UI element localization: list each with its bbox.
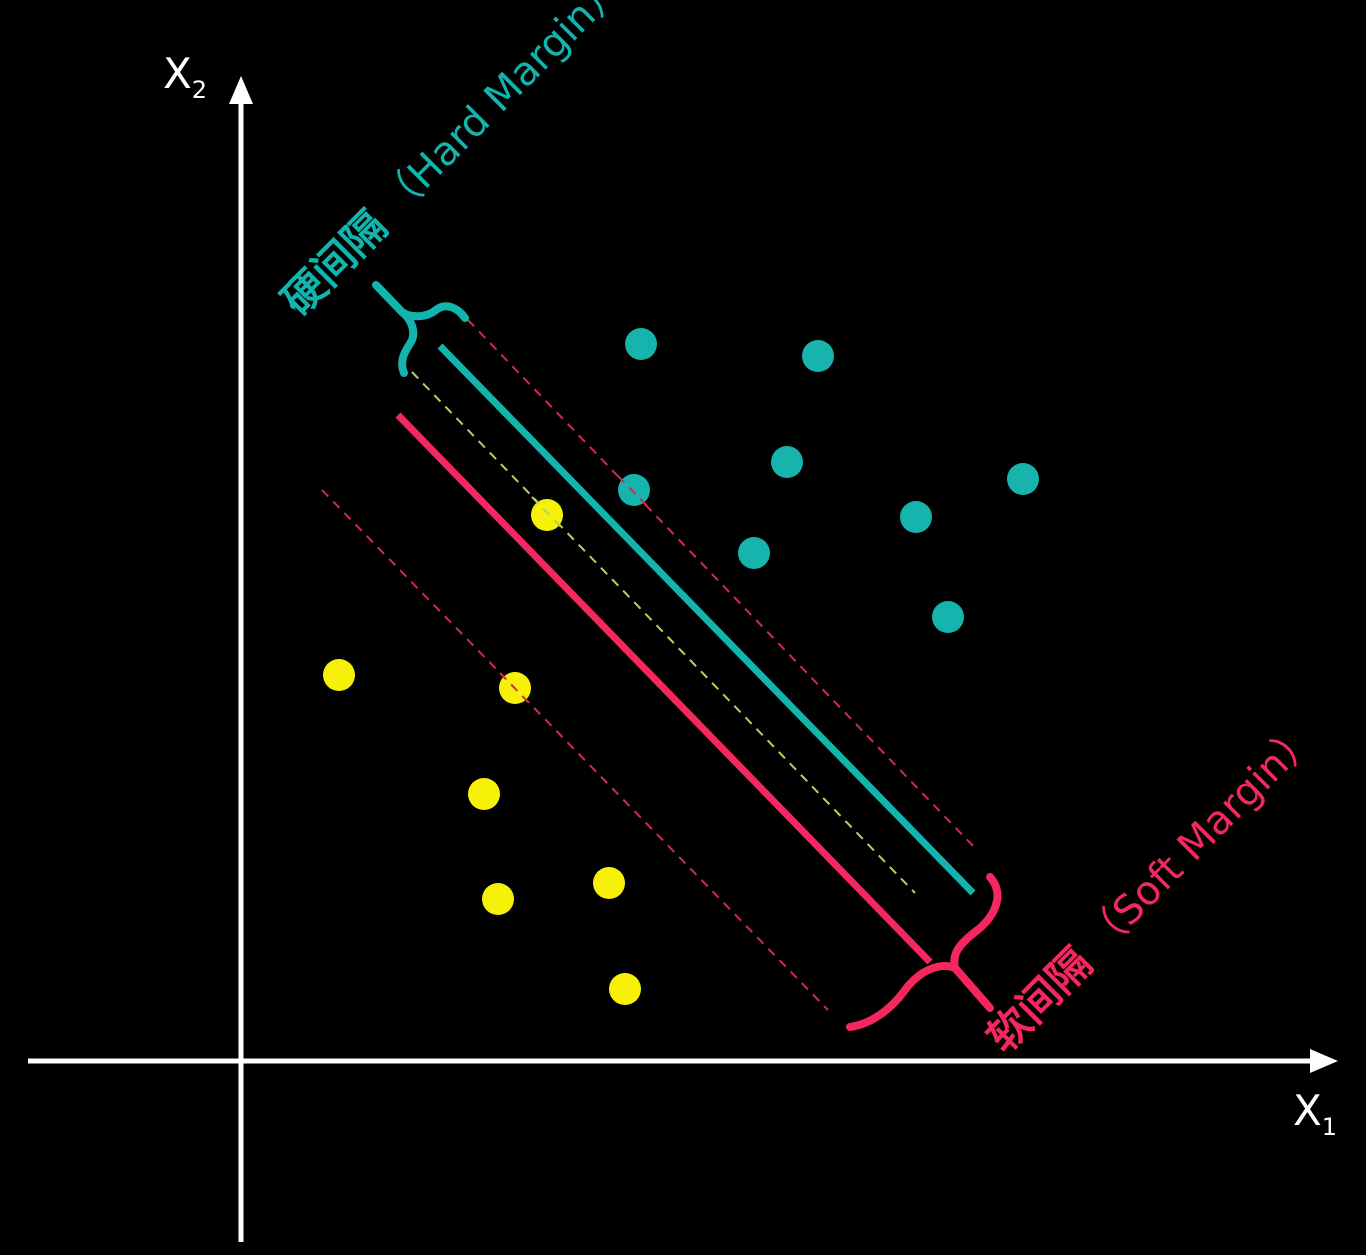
x-axis-label-subscript: 1 <box>1322 1113 1337 1141</box>
soft-margin-brace <box>846 873 1002 1031</box>
class-b-points <box>323 499 641 1005</box>
hard-margin-brace <box>372 281 469 377</box>
class-b-point <box>531 499 563 531</box>
margin-lines <box>321 319 976 1011</box>
class-a-point <box>618 474 650 506</box>
center-dashed-line <box>411 371 916 894</box>
soft-margin-label: 软间隔 （Soft Margin） <box>977 713 1327 1062</box>
class-b-point <box>593 867 625 899</box>
soft-margin-label-cn: 软间隔 <box>977 938 1101 1062</box>
soft-margin-dashed-overlay <box>499 672 531 705</box>
class-a-points <box>618 328 1039 633</box>
hard-margin-brace-stem <box>372 281 406 316</box>
class-a-point <box>900 501 932 533</box>
x-axis-label-main: X <box>1293 1086 1322 1135</box>
class-a-point <box>771 446 803 478</box>
hard-margin-hyperplane <box>437 343 976 896</box>
hard-margin-label-cn: 硬间隔 <box>272 201 396 325</box>
y-axis-label-subscript: 2 <box>192 76 207 104</box>
soft-margin-brace-stem <box>951 964 994 1012</box>
hard-margin-label: 硬间隔 （Hard Margin） <box>272 0 633 325</box>
hard-margin-label-en: （Hard Margin） <box>371 0 633 226</box>
class-a-point <box>738 537 770 569</box>
y-axis-label: X2 <box>163 49 207 104</box>
class-b-point <box>609 973 641 1005</box>
hard-margin-dashed-overlay <box>617 475 651 510</box>
class-b-point <box>323 659 355 691</box>
class-a-point <box>802 340 834 372</box>
x-axis-arrow <box>1310 1049 1338 1073</box>
x-axis-label: X1 <box>1293 1086 1337 1141</box>
y-axis-arrow <box>229 76 253 104</box>
center-dashed-overlay <box>531 496 563 529</box>
y-axis-label-main: X <box>163 49 192 98</box>
class-a-point <box>625 328 657 360</box>
soft-margin-dashed-lower <box>321 489 829 1011</box>
class-a-point <box>932 601 964 633</box>
hard-margin-dashed-upper <box>467 319 976 849</box>
axes: X2 X1 <box>28 49 1338 1242</box>
class-b-point <box>482 883 514 915</box>
class-b-point <box>468 778 500 810</box>
soft-margin-hyperplane <box>395 412 933 965</box>
soft-margin-label-en: （Soft Margin） <box>1076 713 1327 964</box>
class-a-point <box>1007 463 1039 495</box>
